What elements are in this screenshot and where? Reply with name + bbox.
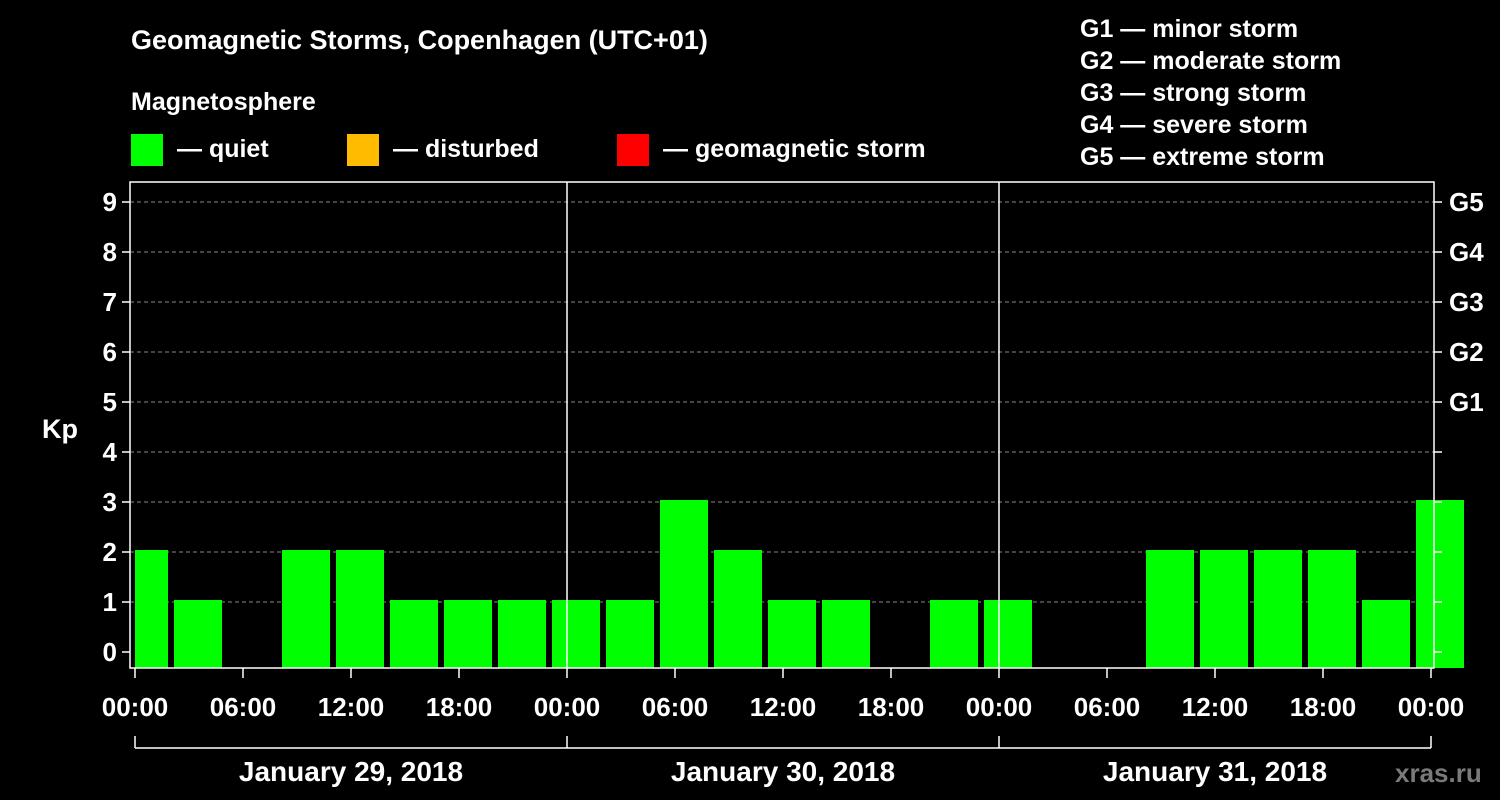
right-axis-label-g1: G1 [1449,387,1484,417]
day-label-1: January 30, 2018 [671,756,895,787]
grid-lines [130,201,1434,603]
kp-bar-12 [768,600,816,668]
kp-bar-6 [444,600,492,668]
x-tick-label-6: 12:00 [750,692,817,722]
right-axis-label-g2: G2 [1449,337,1484,367]
kp-bar-4 [336,550,384,668]
kp-bar-9 [606,600,654,668]
x-tick-label-11: 18:00 [1290,692,1357,722]
x-tick-label-0: 00:00 [102,692,169,722]
legend-title: Magnetosphere [131,88,316,116]
y-tick-label-1: 1 [103,587,117,617]
storm-scale-g2: G2 — moderate storm [1080,47,1341,75]
y-tick-label-8: 8 [103,237,117,267]
kp-bar-3 [282,550,330,668]
storm-scale-g5: G5 — extreme storm [1080,143,1325,171]
kp-bar-22 [1308,550,1356,668]
x-tick-label-9: 06:00 [1074,692,1141,722]
legend-label-storm: — geomagnetic storm [663,135,926,163]
kp-bar-0 [135,550,168,668]
kp-bar-7 [498,600,546,668]
right-axis-label-g3: G3 [1449,287,1484,317]
bars [135,500,1464,668]
axes [122,181,1442,749]
x-tick-label-7: 18:00 [858,692,925,722]
kp-bar-10 [660,500,708,668]
legend-label-quiet: — quiet [177,135,269,163]
right-axis-label-g4: G4 [1449,237,1484,267]
x-tick-label-5: 06:00 [642,692,709,722]
kp-bar-23 [1362,600,1410,668]
x-tick-label-8: 00:00 [966,692,1033,722]
legend-swatch-storm [617,134,649,166]
legend-label-disturbed: — disturbed [393,135,539,163]
y-tick-label-3: 3 [103,487,117,517]
y-tick-label-4: 4 [103,437,118,467]
x-tick-label-12: 00:00 [1398,692,1465,722]
storm-scale-g3: G3 — strong storm [1080,79,1306,107]
x-tick-label-4: 00:00 [534,692,601,722]
x-tick-label-1: 06:00 [210,692,277,722]
kp-bar-20 [1200,550,1248,668]
legend-swatch-disturbed [347,134,379,166]
tick-labels: 0 1 2 3 4 5 6 7 8 9 G1 G2 G3 G4 G5 00:00 06:00 12:00 18:00… [102,187,1484,787]
x-tick-label-10: 12:00 [1182,692,1249,722]
plot-frame [129,181,1435,669]
kp-bar-21 [1254,550,1302,668]
chart-title: Geomagnetic Storms, Copenhagen (UTC+01) [131,25,708,55]
y-axis-label: Kp [42,414,78,444]
y-tick-label-5: 5 [103,387,117,417]
y-tick-label-0: 0 [103,637,117,667]
y-tick-label-7: 7 [103,287,117,317]
kp-bar-15 [930,600,978,668]
storm-scale-g1: G1 — minor storm [1080,15,1298,43]
watermark: xras.ru [1395,758,1482,788]
kp-bar-1 [174,600,222,668]
x-tick-label-3: 18:00 [426,692,493,722]
kp-bar-16 [984,600,1032,668]
kp-bar-24 [1416,500,1464,668]
x-tick-label-2: 12:00 [318,692,385,722]
right-axis-label-g5: G5 [1449,187,1484,217]
storm-scale-g4: G4 — severe storm [1080,111,1308,139]
y-tick-label-6: 6 [103,337,117,367]
kp-bar-8 [552,600,600,668]
kp-bar-19 [1146,550,1194,668]
y-tick-label-2: 2 [103,537,117,567]
kp-bar-13 [822,600,870,668]
y-tick-label-9: 9 [103,187,117,217]
day-label-2: January 31, 2018 [1103,756,1327,787]
kp-bar-11 [714,550,762,668]
day-label-0: January 29, 2018 [239,756,463,787]
legend-swatch-quiet [131,134,163,166]
kp-bar-5 [390,600,438,668]
